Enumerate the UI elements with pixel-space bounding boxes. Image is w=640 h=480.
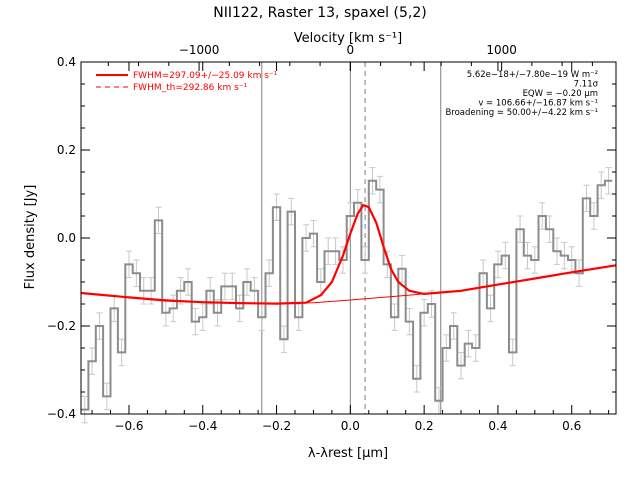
y-axis-label: Flux density [Jy] xyxy=(23,185,38,290)
fit-stat: 5.62e−18+/−7.80e−19 W m⁻² xyxy=(467,70,598,80)
y-tick-label: 0.2 xyxy=(57,143,76,157)
top-axis-label: Velocity [km s⁻¹] xyxy=(294,31,402,46)
fit-stat: v = 106.66+/−16.87 km s⁻¹ xyxy=(478,99,598,109)
y-tick-label: 0.0 xyxy=(57,231,76,245)
x-axis-label: λ-λrest [μm] xyxy=(308,446,388,461)
chart-title: NII122, Raster 13, spaxel (5,2) xyxy=(213,5,426,21)
y-tick-label: 0.4 xyxy=(57,55,76,69)
y-tick-label: −0.2 xyxy=(47,319,76,333)
y-tick-label: −0.4 xyxy=(47,407,76,421)
fit-stat: 7.11σ xyxy=(574,80,599,90)
x-tick-label: 0.4 xyxy=(488,419,507,433)
x-tick-label: 0.6 xyxy=(562,419,581,433)
x-tick-label: −0.6 xyxy=(114,419,143,433)
fit-series xyxy=(80,203,617,305)
legend-label: FWHM_th=292.86 km s⁻¹ xyxy=(133,83,248,93)
velocity-tick-label: −1000 xyxy=(179,43,220,57)
x-tick-label: 0.2 xyxy=(415,419,434,433)
x-tick-label: 0.0 xyxy=(341,419,360,433)
spectrum-series xyxy=(81,179,613,411)
fit-stat: EQW = −0.20 μm xyxy=(523,89,598,99)
velocity-tick-label: 1000 xyxy=(486,43,517,57)
velocity-tick-label: 0 xyxy=(347,43,355,57)
legend-label: FWHM=297.09+/−25.09 km s⁻¹ xyxy=(133,71,278,81)
fit-stat: Broadening = 50.00+/−4.22 km s⁻¹ xyxy=(445,108,598,118)
x-tick-label: −0.2 xyxy=(262,419,291,433)
plot-area: −0.6 −0.4 −0.2 0.0 0.2 0.4 0.6 −1000 0 1000 −0.4 −0… xyxy=(47,43,617,433)
x-tick-label: −0.4 xyxy=(188,419,217,433)
